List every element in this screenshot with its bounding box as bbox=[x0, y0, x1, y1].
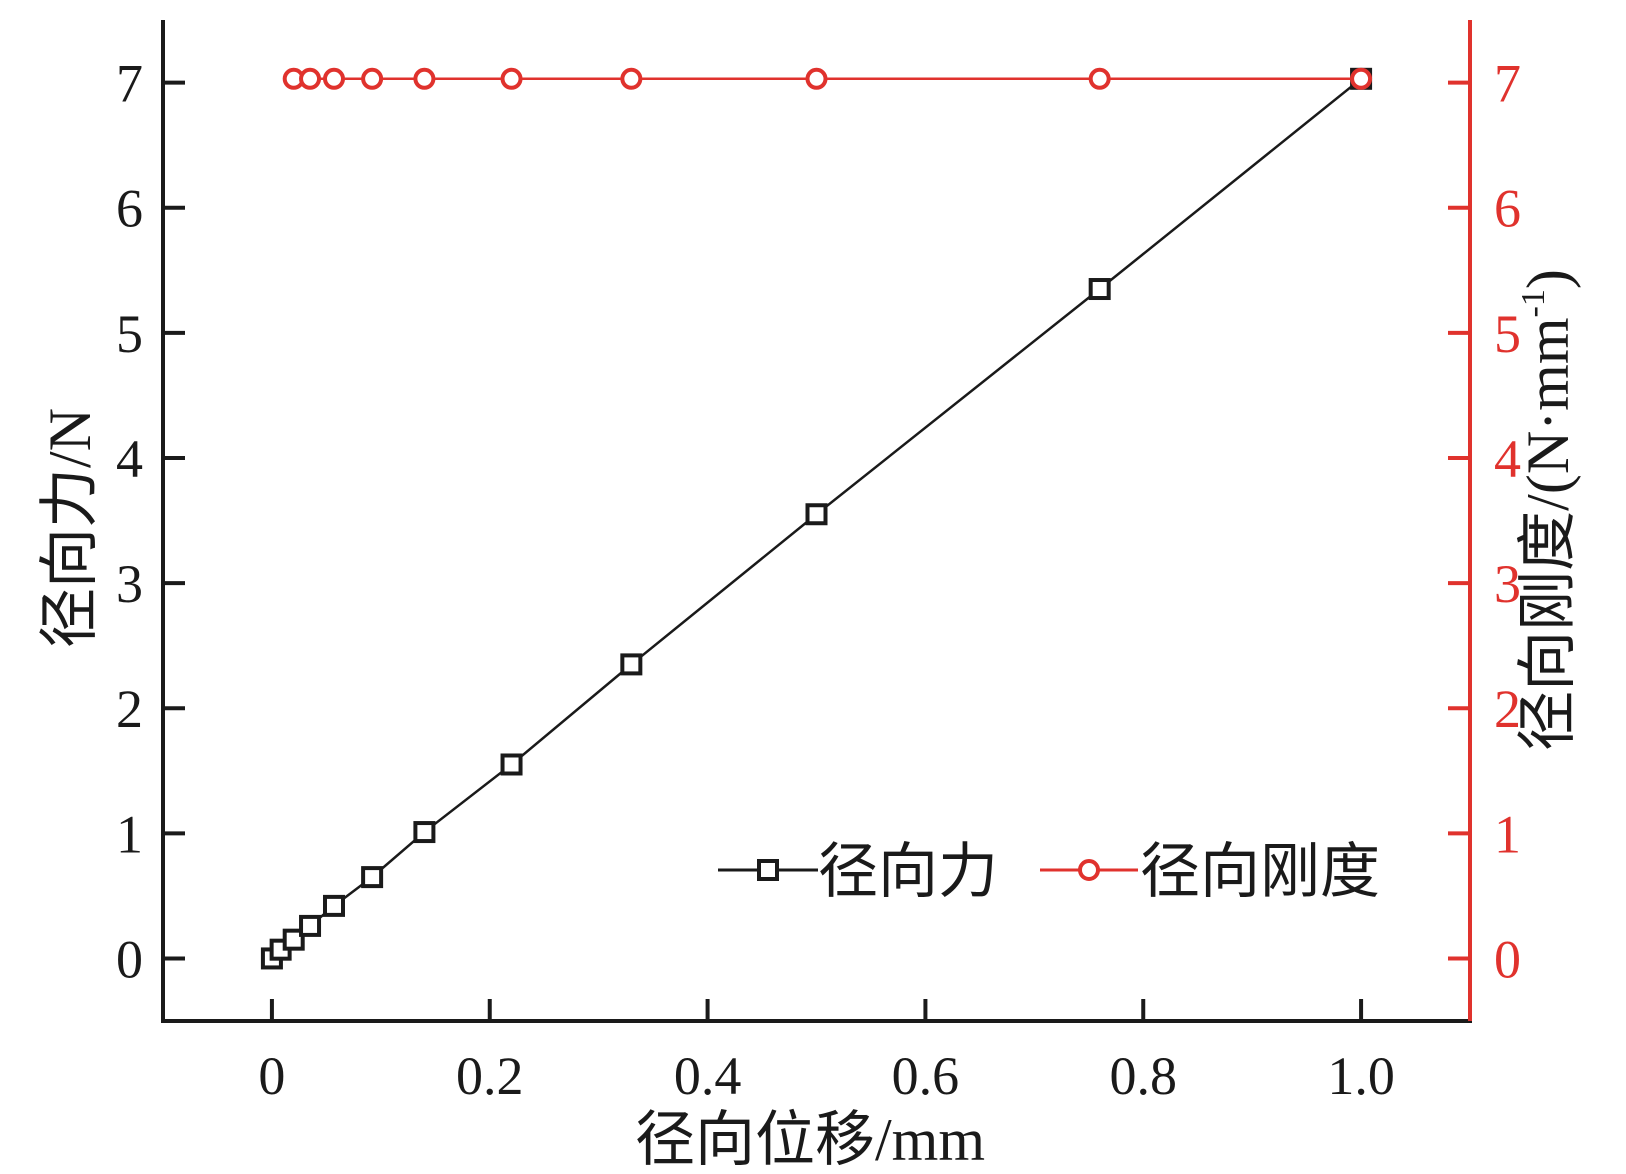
left-y-tick-label: 2 bbox=[116, 679, 143, 739]
left-y-tick-label: 7 bbox=[116, 54, 143, 114]
right-y-tick-label: 4 bbox=[1494, 429, 1521, 489]
right-axis-title-superscript: -1 bbox=[1515, 289, 1552, 317]
x-tick-label: 0.2 bbox=[456, 1046, 524, 1106]
tick-labels: 0 0.2 0.4 0.6 0.8 1.0 0 1 2 3 4 5 6 7 0 1 2 3 4 5 6 7 bbox=[116, 54, 1521, 1106]
x-tick-label: 0 bbox=[258, 1046, 285, 1106]
right-axis-title-main: 径向刚度/(N·mm bbox=[1515, 318, 1581, 751]
force-point bbox=[361, 866, 384, 889]
right-y-tick-label: 5 bbox=[1494, 304, 1521, 364]
right-axis-title: 径向刚度/(N·mm-1) bbox=[1515, 269, 1581, 751]
stiffness-point bbox=[1350, 67, 1373, 90]
legend-item-force: 径向力 bbox=[718, 839, 998, 905]
right-y-tick-label: 7 bbox=[1494, 54, 1521, 114]
force-point bbox=[805, 503, 828, 526]
stiffness-point bbox=[361, 67, 384, 90]
force-point bbox=[282, 928, 305, 951]
x-axis-title: 径向位移/mm bbox=[635, 1107, 985, 1169]
axes bbox=[161, 20, 1472, 1023]
right-axis-title-close: ) bbox=[1515, 269, 1581, 289]
legend: 径向力 径向刚度 bbox=[718, 839, 1380, 905]
right-y-tick-label: 1 bbox=[1494, 804, 1521, 864]
left-axis-title: 径向力/N bbox=[37, 408, 103, 648]
right-y-tick-label: 6 bbox=[1494, 179, 1521, 239]
x-tick-label: 0.4 bbox=[674, 1046, 742, 1106]
legend-force-label: 径向力 bbox=[818, 839, 998, 905]
series-force bbox=[260, 67, 1373, 970]
right-y-tick-label: 0 bbox=[1494, 929, 1521, 989]
series-layer bbox=[260, 67, 1373, 970]
stiffness-point bbox=[413, 67, 436, 90]
stiffness-point bbox=[805, 67, 828, 90]
stiffness-point bbox=[620, 67, 643, 90]
legend-item-stiffness: 径向刚度 bbox=[1040, 839, 1380, 905]
left-y-tick-label: 0 bbox=[116, 929, 143, 989]
stiffness-point bbox=[500, 67, 523, 90]
force-point bbox=[620, 653, 643, 676]
left-y-tick-label: 4 bbox=[116, 429, 143, 489]
legend-force-marker bbox=[757, 859, 779, 881]
x-tick-label: 0.8 bbox=[1110, 1046, 1178, 1106]
force-point bbox=[413, 821, 436, 844]
force-point bbox=[322, 894, 345, 917]
stiffness-point bbox=[1088, 67, 1111, 90]
left-y-tick-label: 1 bbox=[116, 804, 143, 864]
force-point bbox=[500, 753, 523, 776]
legend-stiffness-marker bbox=[1078, 859, 1100, 881]
legend-stiffness-label: 径向刚度 bbox=[1140, 839, 1380, 905]
stiffness-point bbox=[299, 67, 322, 90]
force-point bbox=[1088, 278, 1111, 301]
series-stiffness bbox=[282, 67, 1373, 90]
force-point bbox=[299, 914, 322, 937]
right-y-tick-label: 2 bbox=[1494, 679, 1521, 739]
left-y-tick-label: 3 bbox=[116, 554, 143, 614]
stiffness-point bbox=[322, 67, 345, 90]
right-y-tick-label: 3 bbox=[1494, 554, 1521, 614]
left-y-tick-label: 6 bbox=[116, 179, 143, 239]
x-tick-label: 1.0 bbox=[1327, 1046, 1395, 1106]
x-tick-label: 0.6 bbox=[892, 1046, 960, 1106]
left-y-tick-label: 5 bbox=[116, 304, 143, 364]
